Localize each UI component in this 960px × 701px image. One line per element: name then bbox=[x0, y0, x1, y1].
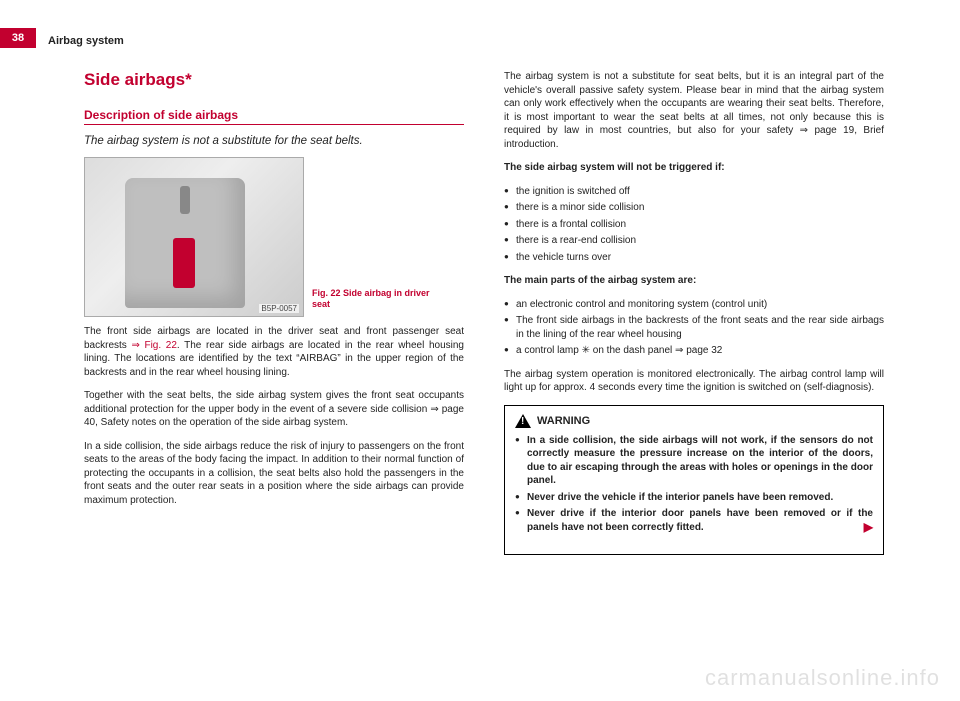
lead-text: The airbag system is not a substitute fo… bbox=[84, 135, 464, 147]
list-item: the vehicle turns over bbox=[504, 251, 884, 265]
list-item: The front side airbags in the backrests … bbox=[504, 314, 884, 341]
text-fragment: on the dash panel ⇒ page 32 bbox=[590, 345, 722, 356]
body-paragraph: Together with the seat belts, the side a… bbox=[84, 389, 464, 430]
section-subtitle: Description of side airbags bbox=[84, 108, 464, 125]
figure-reference: ⇒ Fig. 22 bbox=[131, 340, 176, 351]
not-triggered-list: the ignition is switched off there is a … bbox=[504, 185, 884, 265]
airbag-marker bbox=[173, 238, 195, 288]
warning-box: WARNING In a side collision, the side ai… bbox=[504, 405, 884, 556]
warning-header: WARNING bbox=[515, 414, 873, 428]
list-item: Never drive the vehicle if the interior … bbox=[515, 491, 873, 505]
section-title: Side airbags* bbox=[84, 70, 464, 90]
warning-list: In a side collision, the side airbags wi… bbox=[515, 434, 873, 535]
page-number-tab: 38 bbox=[0, 28, 36, 48]
list-item: there is a frontal collision bbox=[504, 218, 884, 232]
body-paragraph: The airbag system operation is monitored… bbox=[504, 368, 884, 395]
right-column: The airbag system is not a substitute fo… bbox=[504, 70, 884, 555]
content-area: Side airbags* Description of side airbag… bbox=[84, 70, 884, 555]
list-item: there is a minor side collision bbox=[504, 201, 884, 215]
image-reference-code: B5P-0057 bbox=[259, 304, 299, 313]
main-parts-list: an electronic control and monitoring sys… bbox=[504, 298, 884, 358]
list-item: an electronic control and monitoring sys… bbox=[504, 298, 884, 312]
figure-caption: Fig. 22 Side airbag in driver seat bbox=[312, 288, 432, 317]
list-heading: The side airbag system will not be trigg… bbox=[504, 161, 884, 175]
list-item: there is a rear-end collision bbox=[504, 234, 884, 248]
body-paragraph: The airbag system is not a substitute fo… bbox=[504, 70, 884, 151]
list-item: In a side collision, the side airbags wi… bbox=[515, 434, 873, 488]
airbag-lamp-icon: ✳ bbox=[582, 345, 590, 356]
body-paragraph: The front side airbags are located in th… bbox=[84, 325, 464, 379]
list-item: Never drive if the interior door panels … bbox=[515, 507, 873, 534]
warning-triangle-icon bbox=[515, 414, 531, 428]
text-fragment: Never drive if the interior door panels … bbox=[527, 508, 873, 533]
figure-image: B5P-0057 bbox=[84, 157, 304, 317]
continue-arrow-icon: ▶ bbox=[864, 519, 873, 535]
seat-illustration bbox=[125, 178, 245, 308]
warning-label: WARNING bbox=[537, 415, 590, 427]
running-header: Airbag system bbox=[48, 35, 124, 47]
text-fragment: a control lamp bbox=[516, 345, 582, 356]
list-heading: The main parts of the airbag system are: bbox=[504, 274, 884, 288]
list-item: a control lamp ✳ on the dash panel ⇒ pag… bbox=[504, 344, 884, 358]
left-column: Side airbags* Description of side airbag… bbox=[84, 70, 464, 555]
body-paragraph: In a side collision, the side airbags re… bbox=[84, 440, 464, 508]
watermark: carmanualsonline.info bbox=[705, 665, 940, 691]
list-item: the ignition is switched off bbox=[504, 185, 884, 199]
figure-block: B5P-0057 Fig. 22 Side airbag in driver s… bbox=[84, 157, 464, 317]
